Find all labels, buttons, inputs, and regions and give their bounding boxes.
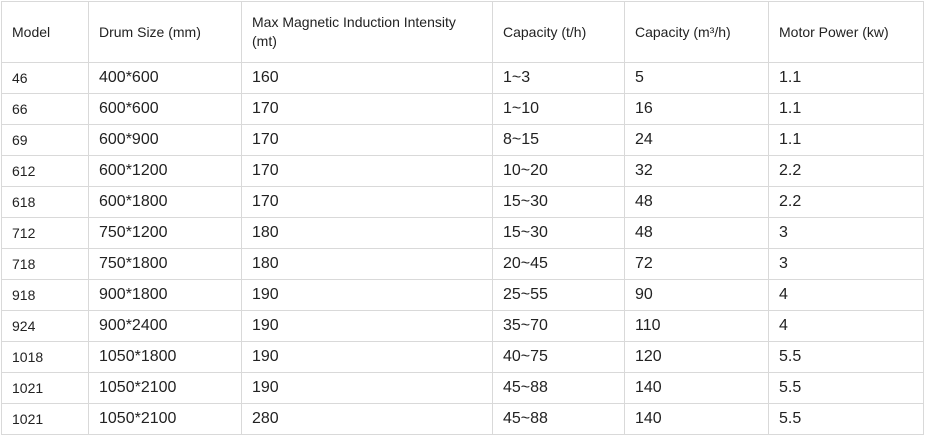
motor-power-cell: 5.5 xyxy=(768,341,924,373)
magnetic-intensity-cell: 170 xyxy=(241,186,493,218)
capacity-tph-cell: 45~88 xyxy=(492,372,625,404)
motor-power-cell: 1.1 xyxy=(768,93,924,125)
capacity-tph-cell: 15~30 xyxy=(492,186,625,218)
magnetic-intensity-cell: 280 xyxy=(241,403,493,435)
magnetic-intensity-cell: 160 xyxy=(241,62,493,94)
drum-size-cell: 1050*2100 xyxy=(88,403,242,435)
model-cell: 1018 xyxy=(1,341,89,373)
table-row: 618 600*1800 170 15~30 48 2.2 xyxy=(1,186,924,218)
drum-size-cell: 750*1800 xyxy=(88,248,242,280)
capacity-m3h-cell: 120 xyxy=(624,341,769,373)
motor-power-cell: 1.1 xyxy=(768,124,924,156)
table-row: 1021 1050*2100 280 45~88 140 5.5 xyxy=(1,403,924,435)
capacity-tph-cell: 45~88 xyxy=(492,403,625,435)
magnetic-intensity-cell: 170 xyxy=(241,93,493,125)
capacity-m3h-cell: 5 xyxy=(624,62,769,94)
model-cell: 918 xyxy=(1,279,89,311)
capacity-m3h-cell: 140 xyxy=(624,403,769,435)
capacity-tph-cell: 25~55 xyxy=(492,279,625,311)
drum-size-cell: 600*900 xyxy=(88,124,242,156)
capacity-tph-cell: 40~75 xyxy=(492,341,625,373)
drum-size-cell: 750*1200 xyxy=(88,217,242,249)
magnetic-intensity-cell: 190 xyxy=(241,372,493,404)
table-row: 612 600*1200 170 10~20 32 2.2 xyxy=(1,155,924,187)
magnetic-intensity-cell: 170 xyxy=(241,124,493,156)
model-cell: 712 xyxy=(1,217,89,249)
drum-size-cell: 600*1200 xyxy=(88,155,242,187)
magnetic-intensity-cell: 190 xyxy=(241,341,493,373)
table-row: 712 750*1200 180 15~30 48 3 xyxy=(1,217,924,249)
table-row: 718 750*1800 180 20~45 72 3 xyxy=(1,248,924,280)
model-cell: 1021 xyxy=(1,403,89,435)
table-row: 1021 1050*2100 190 45~88 140 5.5 xyxy=(1,372,924,404)
spec-table: Model Drum Size (mm) Max Magnetic Induct… xyxy=(1,1,924,435)
header-model: Model xyxy=(1,1,89,63)
motor-power-cell: 3 xyxy=(768,217,924,249)
model-cell: 612 xyxy=(1,155,89,187)
capacity-m3h-cell: 48 xyxy=(624,217,769,249)
drum-size-cell: 900*1800 xyxy=(88,279,242,311)
capacity-tph-cell: 8~15 xyxy=(492,124,625,156)
magnetic-intensity-cell: 190 xyxy=(241,310,493,342)
capacity-m3h-cell: 110 xyxy=(624,310,769,342)
capacity-tph-cell: 15~30 xyxy=(492,217,625,249)
capacity-tph-cell: 10~20 xyxy=(492,155,625,187)
table-row: 66 600*600 170 1~10 16 1.1 xyxy=(1,93,924,125)
magnetic-intensity-cell: 190 xyxy=(241,279,493,311)
drum-size-cell: 600*600 xyxy=(88,93,242,125)
capacity-tph-cell: 35~70 xyxy=(492,310,625,342)
table-body: 46 400*600 160 1~3 5 1.1 66 600*600 170 1~10 16 1.1… xyxy=(1,62,924,435)
capacity-tph-cell: 1~10 xyxy=(492,93,625,125)
header-capacity-tph: Capacity (t/h) xyxy=(492,1,625,63)
header-motor-power: Motor Power (kw) xyxy=(768,1,924,63)
magnetic-intensity-cell: 180 xyxy=(241,248,493,280)
drum-size-cell: 900*2400 xyxy=(88,310,242,342)
capacity-tph-cell: 20~45 xyxy=(492,248,625,280)
capacity-m3h-cell: 48 xyxy=(624,186,769,218)
motor-power-cell: 3 xyxy=(768,248,924,280)
magnetic-intensity-cell: 170 xyxy=(241,155,493,187)
capacity-m3h-cell: 32 xyxy=(624,155,769,187)
drum-size-cell: 1050*1800 xyxy=(88,341,242,373)
table-header: Model Drum Size (mm) Max Magnetic Induct… xyxy=(1,1,924,63)
motor-power-cell: 2.2 xyxy=(768,155,924,187)
table-row: 69 600*900 170 8~15 24 1.1 xyxy=(1,124,924,156)
capacity-m3h-cell: 16 xyxy=(624,93,769,125)
capacity-tph-cell: 1~3 xyxy=(492,62,625,94)
table-row: 924 900*2400 190 35~70 110 4 xyxy=(1,310,924,342)
drum-size-cell: 600*1800 xyxy=(88,186,242,218)
model-cell: 69 xyxy=(1,124,89,156)
capacity-m3h-cell: 24 xyxy=(624,124,769,156)
capacity-m3h-cell: 90 xyxy=(624,279,769,311)
table-row: 46 400*600 160 1~3 5 1.1 xyxy=(1,62,924,94)
motor-power-cell: 4 xyxy=(768,279,924,311)
table-row: 918 900*1800 190 25~55 90 4 xyxy=(1,279,924,311)
model-cell: 66 xyxy=(1,93,89,125)
header-max-magnetic-intensity: Max Magnetic Induction Intensity (mt) xyxy=(241,1,493,63)
model-cell: 924 xyxy=(1,310,89,342)
model-cell: 718 xyxy=(1,248,89,280)
motor-power-cell: 4 xyxy=(768,310,924,342)
capacity-m3h-cell: 140 xyxy=(624,372,769,404)
drum-size-cell: 400*600 xyxy=(88,62,242,94)
drum-size-cell: 1050*2100 xyxy=(88,372,242,404)
capacity-m3h-cell: 72 xyxy=(624,248,769,280)
header-row: Model Drum Size (mm) Max Magnetic Induct… xyxy=(1,1,924,63)
header-capacity-m3h: Capacity (m³/h) xyxy=(624,1,769,63)
model-cell: 1021 xyxy=(1,372,89,404)
model-cell: 46 xyxy=(1,62,89,94)
motor-power-cell: 5.5 xyxy=(768,403,924,435)
motor-power-cell: 2.2 xyxy=(768,186,924,218)
magnetic-intensity-cell: 180 xyxy=(241,217,493,249)
header-drum-size: Drum Size (mm) xyxy=(88,1,242,63)
model-cell: 618 xyxy=(1,186,89,218)
table-row: 1018 1050*1800 190 40~75 120 5.5 xyxy=(1,341,924,373)
motor-power-cell: 5.5 xyxy=(768,372,924,404)
motor-power-cell: 1.1 xyxy=(768,62,924,94)
